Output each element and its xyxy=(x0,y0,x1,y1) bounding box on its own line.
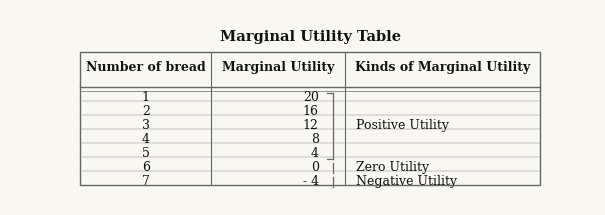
Text: Number of bread: Number of bread xyxy=(86,61,206,74)
Text: Negative Utility: Negative Utility xyxy=(356,175,457,188)
Text: 6: 6 xyxy=(142,161,150,174)
Text: 20: 20 xyxy=(303,91,319,104)
Bar xyxy=(80,52,540,185)
Text: 1: 1 xyxy=(142,91,150,104)
Text: Positive Utility: Positive Utility xyxy=(356,119,450,132)
Text: 4: 4 xyxy=(142,133,150,146)
Text: 2: 2 xyxy=(142,105,149,118)
Text: Marginal Utility: Marginal Utility xyxy=(221,61,334,74)
Text: 12: 12 xyxy=(303,119,319,132)
Text: Kinds of Marginal Utility: Kinds of Marginal Utility xyxy=(355,61,530,74)
Text: 5: 5 xyxy=(142,147,149,160)
Text: 8: 8 xyxy=(311,133,319,146)
Text: Zero Utility: Zero Utility xyxy=(356,161,430,174)
Text: 4: 4 xyxy=(311,147,319,160)
Text: 16: 16 xyxy=(302,105,319,118)
Text: Marginal Utility Table: Marginal Utility Table xyxy=(220,29,401,44)
Text: 0: 0 xyxy=(311,161,319,174)
Text: 7: 7 xyxy=(142,175,149,188)
Text: 3: 3 xyxy=(142,119,150,132)
Text: - 4: - 4 xyxy=(302,175,319,188)
